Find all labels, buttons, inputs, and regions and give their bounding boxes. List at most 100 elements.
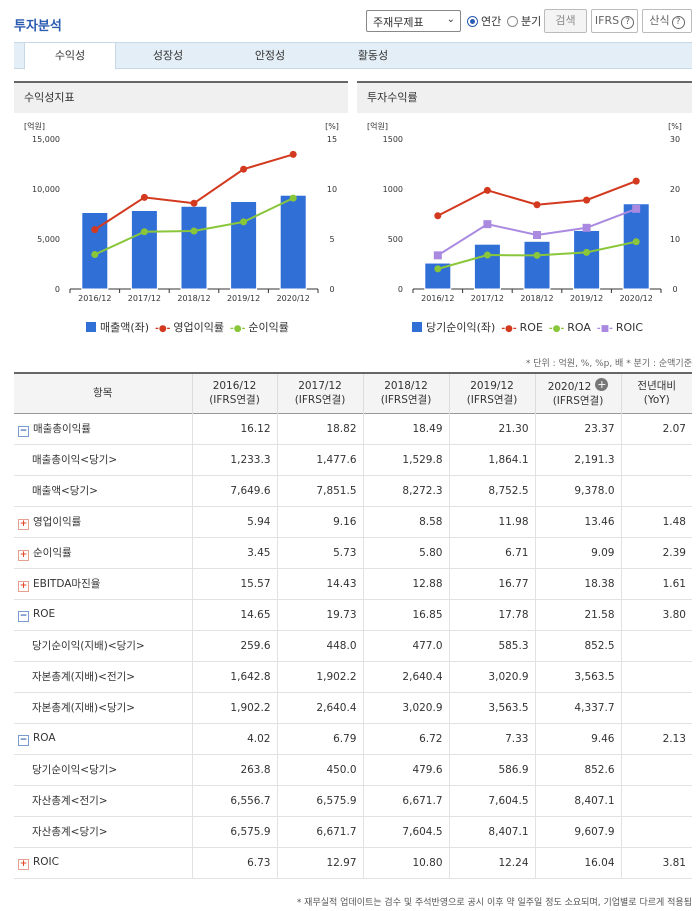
- value-cell: 2,191.3: [534, 444, 621, 476]
- row-label: 자본총계(지배)<전기>: [32, 671, 136, 683]
- value-cell: 18.82: [276, 413, 363, 445]
- x-tick-label: 2016/12: [78, 294, 111, 303]
- row-label-cell[interactable]: − ROE: [14, 599, 192, 631]
- data-point: [483, 251, 491, 259]
- value-cell: 852.5: [534, 630, 621, 662]
- value-cell: 8,407.1: [534, 785, 621, 817]
- header-item: 항목: [14, 373, 192, 413]
- data-point: [632, 177, 640, 185]
- row-label-cell[interactable]: − 매출총이익률: [14, 413, 192, 445]
- yoy-cell: 1.61: [620, 568, 692, 600]
- radio-selected-icon: [467, 16, 478, 27]
- value-cell: 7,851.5: [276, 475, 363, 507]
- table-row: + 영업이익률 5.94 9.16 8.58 11.98 13.46 1.48: [14, 506, 692, 538]
- data-point: [289, 194, 297, 202]
- row-label: 자본총계(지배)<당기>: [32, 702, 136, 714]
- row-label-cell[interactable]: − ROA: [14, 723, 192, 755]
- row-label-cell: 당기순이익<당기>: [14, 754, 192, 786]
- header-period: 2016/12 (IFRS연결): [191, 373, 277, 413]
- value-cell: 5.73: [276, 537, 363, 569]
- legend-item[interactable]: -●- ROA: [549, 321, 591, 334]
- header-period: 2018/12 (IFRS연결): [362, 373, 449, 413]
- expand-icon[interactable]: +: [18, 518, 29, 530]
- value-cell: 5.80: [362, 537, 449, 569]
- chart-legend: 매출액(좌) -●- 영업이익률 -●- 순이익률: [86, 319, 295, 335]
- value-cell: 12.97: [276, 847, 363, 879]
- expand-icon[interactable]: +: [18, 858, 29, 870]
- radio-annual[interactable]: 연간: [467, 13, 501, 29]
- value-cell: 585.3: [448, 630, 535, 662]
- profitability-chart: [억원] [%] 15,000 15 10,000 10 5,000 5 0 0 2016/12 20…: [24, 121, 339, 303]
- left-axis-unit: [억원]: [367, 121, 388, 131]
- legend-item[interactable]: -●- 순이익률: [230, 321, 289, 334]
- value-cell: 3.45: [191, 537, 277, 569]
- search-button[interactable]: 검색: [544, 9, 587, 33]
- value-cell: 2,640.4: [276, 692, 363, 724]
- row-label: 당기순이익(지배)<당기>: [32, 640, 145, 652]
- row-label-cell[interactable]: + 순이익률: [14, 537, 192, 569]
- collapse-icon[interactable]: −: [18, 734, 29, 746]
- expand-icon[interactable]: +: [18, 549, 29, 561]
- header-period: 2019/12 (IFRS연결): [448, 373, 535, 413]
- x-tick-label: 2020/12: [620, 294, 653, 303]
- value-cell: 16.04: [534, 847, 621, 879]
- value-cell: 6,556.7: [191, 785, 277, 817]
- bar: [622, 203, 650, 290]
- ifrs-label: IFRS: [594, 14, 620, 27]
- legend-item[interactable]: 당기순이익(좌): [412, 321, 495, 334]
- chart-title: 투자수익률: [357, 81, 692, 113]
- legend-label: 당기순이익(좌): [426, 321, 496, 334]
- data-point: [632, 238, 640, 246]
- row-label: 매출총이익률: [33, 422, 91, 435]
- data-point: [91, 251, 99, 258]
- table-row: 당기순이익(지배)<당기> 259.6 448.0 477.0 585.3 852.5: [14, 630, 692, 662]
- left-tick-label: 500: [388, 235, 403, 244]
- row-label-cell[interactable]: + EBITDA마진율: [14, 568, 192, 600]
- value-cell: 21.30: [448, 413, 535, 445]
- header-year: 2017/12: [298, 380, 342, 393]
- header-period: 2017/12 (IFRS연결): [276, 373, 363, 413]
- value-cell: 9.16: [276, 506, 363, 538]
- statement-type-select[interactable]: 주재무제표 ⌄: [366, 10, 461, 32]
- legend-label: ROIC: [615, 321, 644, 334]
- formula-help-button[interactable]: 산식?: [642, 9, 692, 33]
- value-cell: 2,640.4: [362, 661, 449, 693]
- expand-icon[interactable]: +: [18, 580, 29, 592]
- collapse-icon[interactable]: −: [18, 610, 29, 622]
- value-cell: 3,563.5: [448, 692, 535, 724]
- table-row: 매출총이익<당기> 1,233.3 1,477.6 1,529.8 1,864.1 2,1…: [14, 444, 692, 476]
- row-label-cell[interactable]: + 영업이익률: [14, 506, 192, 538]
- value-cell: 259.6: [191, 630, 277, 662]
- yoy-cell: 3.80: [620, 599, 692, 631]
- value-cell: 1,864.1: [448, 444, 535, 476]
- value-cell: 15.57: [191, 568, 277, 600]
- yoy-cell: 1.48: [620, 506, 692, 538]
- row-label-cell: 자산총계<전기>: [14, 785, 192, 817]
- legend-item[interactable]: -●- 영업이익률: [155, 321, 224, 334]
- tab-growth[interactable]: 성장성: [152, 49, 184, 62]
- legend-item[interactable]: -●- ROE: [501, 321, 543, 334]
- tab-profitability[interactable]: 수익성: [24, 42, 116, 70]
- legend-item[interactable]: 매출액(좌): [86, 321, 149, 334]
- ifrs-help-button[interactable]: IFRS?: [591, 9, 638, 33]
- radio-quarter-label: 분기: [521, 15, 542, 28]
- value-cell: 12.24: [448, 847, 535, 879]
- value-cell: 6,671.7: [362, 785, 449, 817]
- tab-activity[interactable]: 활동성: [357, 49, 389, 62]
- legend-marker: -●-: [230, 324, 246, 334]
- value-cell: 9,378.0: [534, 475, 621, 507]
- collapse-icon[interactable]: −: [18, 425, 29, 437]
- row-label-cell[interactable]: + ROIC: [14, 847, 192, 879]
- data-point: [483, 220, 492, 229]
- add-period-icon[interactable]: +: [595, 378, 609, 392]
- value-cell: 23.37: [534, 413, 621, 445]
- tab-stability[interactable]: 안정성: [254, 49, 286, 62]
- legend-item[interactable]: -■- ROIC: [597, 321, 643, 334]
- value-cell: 6.73: [191, 847, 277, 879]
- table-row: 매출액<당기> 7,649.6 7,851.5 8,272.3 8,752.5 9,378…: [14, 475, 692, 507]
- value-cell: 3,020.9: [448, 661, 535, 693]
- data-point: [533, 231, 541, 239]
- value-cell: 4.02: [191, 723, 277, 755]
- financial-table: 항목 2016/12 (IFRS연결) 2017/12 (IFRS연결) 2018/12…: [14, 372, 692, 879]
- radio-quarter[interactable]: 분기: [507, 13, 541, 29]
